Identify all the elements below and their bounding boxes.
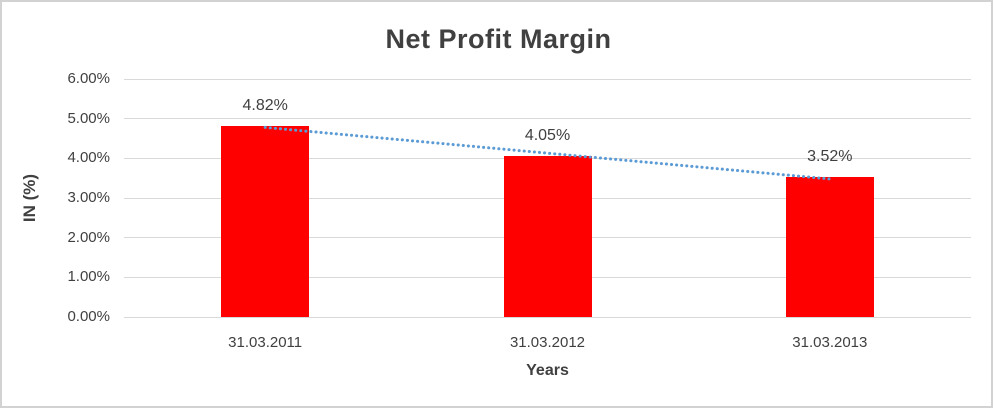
y-tick-label: 6.00% bbox=[67, 70, 110, 87]
gridline bbox=[124, 78, 971, 80]
data-label: 3.52% bbox=[807, 148, 853, 166]
y-tick-label: 4.00% bbox=[67, 149, 110, 167]
bar-31.03.2013 bbox=[785, 177, 874, 317]
chart-title: Net Profit Margin bbox=[385, 24, 612, 54]
y-tick-label: 1.00% bbox=[67, 268, 110, 286]
y-axis-title: IN (%) bbox=[20, 173, 39, 223]
plot-area bbox=[124, 78, 971, 318]
bar-31.03.2011 bbox=[221, 125, 310, 317]
y-tick-label: 5.00% bbox=[67, 109, 110, 127]
data-label: 4.05% bbox=[524, 127, 571, 145]
y-tick-label: 3.00% bbox=[67, 189, 110, 206]
x-tick-label: 31.03.2011 bbox=[228, 334, 303, 351]
bar-31.03.2012 bbox=[503, 156, 592, 317]
y-tick-label: 2.00% bbox=[67, 228, 110, 246]
y-tick-label: 0.00% bbox=[67, 308, 110, 325]
x-tick-label: 31.03.2012 bbox=[509, 334, 586, 351]
gridline bbox=[124, 316, 971, 318]
gridline bbox=[124, 118, 971, 120]
x-axis-title: Years bbox=[526, 362, 569, 379]
x-tick-label: 31.03.2013 bbox=[792, 334, 868, 351]
data-label: 4.82% bbox=[242, 96, 288, 114]
